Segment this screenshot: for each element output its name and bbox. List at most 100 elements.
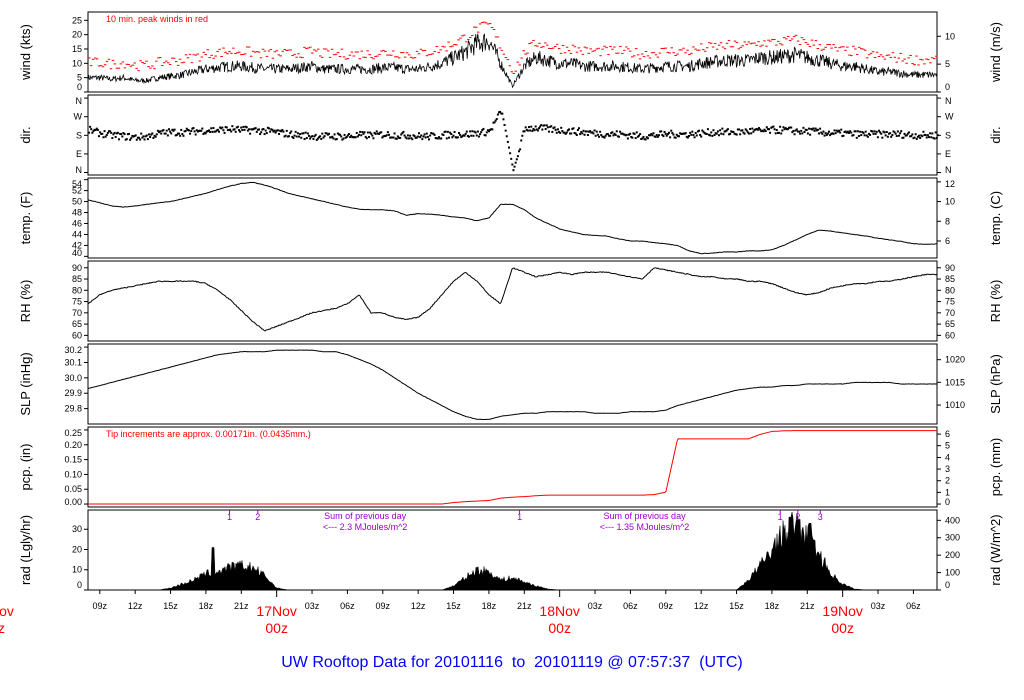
direction-point: [494, 119, 497, 122]
peak-wind-mark: [419, 48, 423, 50]
peak-wind-mark: [293, 53, 296, 55]
peak-wind-mark: [557, 48, 561, 50]
peak-wind-mark: [559, 52, 563, 54]
direction-point: [883, 131, 886, 134]
direction-point: [813, 129, 816, 132]
direction-point: [676, 135, 679, 138]
direction-point: [453, 130, 456, 133]
sun-marker-label: 1: [227, 512, 232, 522]
peak-wind-mark: [524, 53, 527, 55]
direction-point: [253, 127, 256, 130]
peak-wind-mark: [421, 50, 425, 52]
direction-point: [538, 127, 540, 130]
peak-wind-mark: [832, 44, 835, 46]
direction-point: [721, 127, 724, 130]
direction-point: [658, 134, 660, 137]
direction-point: [611, 131, 614, 134]
y-tick-label: 25: [72, 15, 82, 25]
peak-wind-mark: [236, 52, 239, 54]
direction-point: [924, 134, 927, 137]
y-tick-label: N: [76, 165, 83, 175]
peak-wind-mark: [453, 44, 456, 46]
y-tick-label: 30.2: [64, 345, 82, 355]
peak-wind-mark: [609, 45, 612, 47]
direction-point: [796, 130, 799, 133]
direction-point: [660, 130, 663, 133]
direction-point: [365, 137, 368, 140]
direction-point: [634, 137, 637, 140]
direction-point: [395, 137, 398, 140]
direction-point: [399, 136, 402, 139]
direction-point: [873, 130, 876, 133]
x-tick-label: 21z: [800, 601, 815, 611]
peak-wind-mark: [208, 57, 211, 59]
direction-point: [563, 131, 566, 134]
direction-point: [141, 136, 144, 139]
peak-wind-mark: [569, 52, 573, 54]
direction-point: [683, 132, 686, 135]
direction-point: [516, 155, 519, 158]
direction-point: [744, 128, 747, 131]
x-tick-label: 15z: [446, 601, 461, 611]
sun-marker-label: 1: [778, 512, 783, 522]
direction-point: [899, 132, 902, 135]
direction-point: [914, 133, 917, 136]
y-tick-label-right: 70: [945, 308, 955, 318]
peak-wind-mark: [145, 60, 148, 62]
peak-wind-mark: [101, 66, 105, 68]
direction-point: [725, 129, 728, 132]
peak-wind-mark: [279, 55, 283, 57]
direction-point: [351, 136, 354, 139]
y-tick-label-right: 0: [945, 82, 950, 92]
direction-point: [886, 135, 889, 138]
peak-wind-mark: [810, 39, 814, 41]
day-label: 19Nov: [822, 603, 862, 619]
direction-point: [798, 130, 800, 133]
y-tick-label-right: 4: [945, 453, 950, 463]
direction-point: [179, 134, 182, 137]
direction-point: [261, 128, 264, 131]
y-tick-label-right: 12: [945, 179, 955, 189]
peak-wind-mark: [275, 50, 279, 52]
direction-point: [701, 129, 704, 132]
direction-point: [488, 130, 490, 133]
direction-point: [415, 136, 418, 139]
direction-point: [629, 132, 632, 135]
direction-point: [483, 134, 486, 137]
peak-wind-mark: [729, 46, 733, 48]
peak-wind-mark: [163, 62, 166, 64]
direction-point: [860, 134, 863, 137]
direction-point: [170, 132, 173, 135]
direction-point: [694, 132, 697, 135]
peak-wind-mark: [186, 57, 190, 59]
peak-wind-mark: [202, 51, 206, 53]
direction-point: [698, 129, 700, 132]
direction-point: [841, 135, 844, 138]
direction-point: [803, 131, 806, 134]
peak-wind-mark: [317, 48, 320, 50]
peak-wind-mark: [739, 46, 743, 48]
direction-point: [262, 128, 265, 131]
direction-point: [164, 132, 167, 135]
day-label: 16Nov: [0, 603, 14, 619]
peak-wind-mark: [628, 50, 632, 52]
peak-wind-mark: [599, 55, 602, 57]
peak-wind-mark: [273, 51, 277, 53]
peak-wind-mark: [820, 49, 824, 51]
peak-wind-mark: [178, 58, 182, 60]
direction-point: [686, 136, 689, 139]
direction-point: [292, 137, 295, 140]
direction-point: [888, 132, 890, 135]
direction-point: [425, 132, 428, 135]
peak-wind-mark: [319, 55, 322, 57]
peak-wind-mark: [792, 35, 796, 37]
y-tick-label: 20: [72, 544, 82, 554]
peak-wind-mark: [850, 55, 853, 57]
direction-point: [228, 129, 230, 132]
peak-wind-mark: [457, 39, 460, 41]
direction-point: [550, 125, 553, 128]
peak-wind-mark: [696, 49, 699, 51]
direction-point: [289, 132, 292, 135]
direction-point: [126, 133, 129, 136]
y-tick-label: 54: [72, 179, 82, 189]
